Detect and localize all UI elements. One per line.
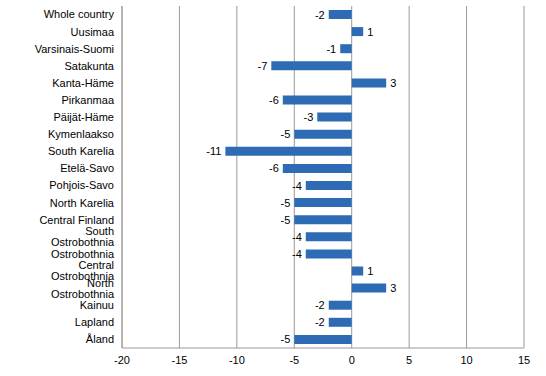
svg-text:1: 1 [367,265,373,277]
svg-text:-5: -5 [281,197,291,209]
svg-text:Lapland: Lapland [75,316,114,328]
svg-text:Kainuu: Kainuu [80,299,114,311]
svg-text:Kymenlaakso: Kymenlaakso [48,128,114,140]
svg-text:-2: -2 [315,316,325,328]
svg-text:North Karelia: North Karelia [50,197,115,209]
svg-text:0: 0 [349,354,355,366]
svg-text:SouthOstrobothnia: SouthOstrobothnia [51,225,115,248]
svg-text:5: 5 [406,354,412,366]
svg-text:-5: -5 [281,128,291,140]
svg-text:-4: -4 [292,180,302,192]
svg-text:10: 10 [460,354,472,366]
svg-text:Päijät-Häme: Päijät-Häme [53,111,114,123]
svg-text:3: 3 [390,77,396,89]
svg-text:-10: -10 [229,354,245,366]
svg-text:Pohjois-Savo: Pohjois-Savo [49,179,114,191]
svg-text:-3: -3 [303,111,313,123]
svg-text:Varsinais-Suomi: Varsinais-Suomi [35,43,114,55]
svg-text:-2: -2 [315,299,325,311]
svg-text:Pirkanmaa: Pirkanmaa [61,94,114,106]
svg-text:NorthOstrobothnia: NorthOstrobothnia [51,277,115,300]
svg-text:15: 15 [518,354,530,366]
svg-text:-4: -4 [292,248,302,260]
svg-text:Satakunta: Satakunta [64,60,114,72]
svg-text:Ostrobothnia: Ostrobothnia [51,248,115,260]
svg-text:-6: -6 [269,94,279,106]
svg-text:Åland: Åland [86,333,114,345]
svg-text:-6: -6 [269,162,279,174]
svg-text:-2: -2 [315,9,325,21]
svg-text:Uusimaa: Uusimaa [71,26,115,38]
svg-text:Central Finland: Central Finland [39,214,114,226]
svg-text:3: 3 [390,282,396,294]
svg-text:-7: -7 [258,60,268,72]
svg-text:1: 1 [367,26,373,38]
svg-text:Etelä-Savo: Etelä-Savo [60,162,114,174]
svg-text:-5: -5 [281,214,291,226]
svg-text:-11: -11 [206,145,221,157]
svg-text:-4: -4 [292,231,302,243]
svg-text:-5: -5 [289,354,299,366]
svg-text:-5: -5 [281,333,291,345]
svg-text:Whole country: Whole country [44,8,115,20]
svg-text:-20: -20 [114,354,130,366]
svg-text:-1: -1 [326,43,336,55]
svg-text:South Karelia: South Karelia [48,145,115,157]
svg-text:Kanta-Häme: Kanta-Häme [52,77,114,89]
svg-text:-15: -15 [171,354,187,366]
